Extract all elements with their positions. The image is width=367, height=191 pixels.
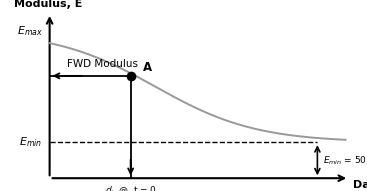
Text: $E_{min}$: $E_{min}$	[19, 135, 43, 149]
Text: $d_j$  @  t = 0
(Time of Overlay): $d_j$ @ t = 0 (Time of Overlay)	[91, 185, 170, 191]
Text: Damage: Damage	[353, 180, 367, 190]
Text: Modulus, E: Modulus, E	[14, 0, 83, 9]
Text: $E_{min}$ = 50,000 psi: $E_{min}$ = 50,000 psi	[323, 154, 367, 167]
Text: $E_{max}$: $E_{max}$	[17, 24, 43, 38]
Text: FWD Modulus: FWD Modulus	[67, 59, 138, 69]
Text: A: A	[143, 61, 152, 74]
